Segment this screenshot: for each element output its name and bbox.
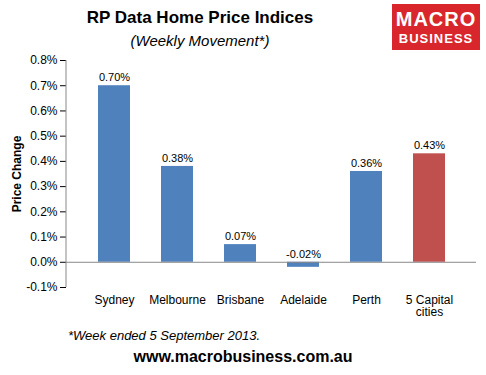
svg-text:0.1%: 0.1% <box>30 230 58 244</box>
svg-text:0.4%: 0.4% <box>30 154 58 168</box>
svg-text:Melbourne: Melbourne <box>149 293 206 307</box>
svg-text:Adelaide: Adelaide <box>280 293 327 307</box>
svg-text:0.43%: 0.43% <box>414 139 445 151</box>
svg-text:0.0%: 0.0% <box>30 255 58 269</box>
html-text:BUSINESS: BUSINESS <box>398 31 474 46</box>
html-text:MACRO: MACRO <box>395 8 477 30</box>
svg-text:0.36%: 0.36% <box>351 157 382 169</box>
svg-text:0.3%: 0.3% <box>30 179 58 193</box>
svg-text:0.7%: 0.7% <box>30 79 58 93</box>
svg-text:0.70%: 0.70% <box>99 71 130 83</box>
svg-text:5 Capitalcities: 5 Capitalcities <box>406 293 453 319</box>
html-text:RP Data Home Price Indices: RP Data Home Price Indices <box>86 8 314 27</box>
svg-text:Price Change: Price Change <box>10 135 24 212</box>
svg-text:Sydney: Sydney <box>94 293 134 307</box>
html-text:(Weekly Movement*): (Weekly Movement*) <box>130 32 270 49</box>
svg-text:0.6%: 0.6% <box>30 104 58 118</box>
svg-text:0.8%: 0.8% <box>30 53 58 67</box>
svg-text:0.07%: 0.07% <box>225 230 256 242</box>
svg-text:-0.02%: -0.02% <box>286 248 321 260</box>
svg-text:Perth: Perth <box>352 293 381 307</box>
html-text:*Week ended 5 September 2013.: *Week ended 5 September 2013. <box>68 328 260 343</box>
svg-text:-0.1%: -0.1% <box>26 280 58 294</box>
svg-text:Brisbane: Brisbane <box>217 293 265 307</box>
svg-text:0.5%: 0.5% <box>30 129 58 143</box>
svg-text:0.38%: 0.38% <box>162 152 193 164</box>
html-text:www.macrobusiness.com.au: www.macrobusiness.com.au <box>133 348 353 365</box>
svg-text:0.2%: 0.2% <box>30 205 58 219</box>
